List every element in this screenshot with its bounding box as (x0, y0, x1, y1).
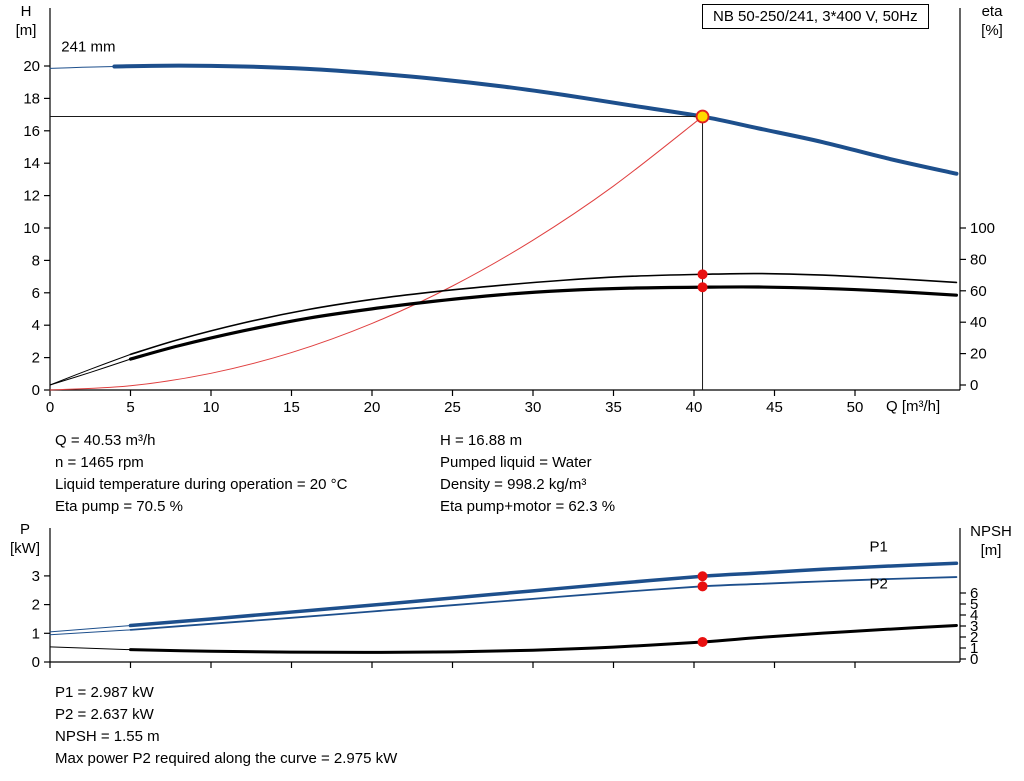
right-tick-label: 6 (970, 585, 978, 602)
left-tick-label: 0 (32, 382, 40, 399)
right-tick-label: 100 (970, 220, 995, 237)
power-npsh-chart-area: 0 1 2 3 0 1 2 3 4 5 6 P1 P2 P [kW] NPSH [m] (0, 520, 1024, 690)
npsh-curve (129, 623, 958, 654)
pump-designation-box: NB 50-250/241, 3*400 V, 50Hz (702, 4, 929, 29)
curve-annotation: 241 mm (61, 38, 115, 55)
right-tick-label: 0 (970, 377, 978, 394)
npsh-curve-leadin (49, 646, 131, 651)
result-line: Q = 40.53 m³/h (55, 432, 156, 449)
left-tick-label: 0 (32, 654, 40, 671)
result-line: n = 1465 rpm (55, 454, 144, 471)
right-tick-label: 80 (970, 251, 987, 268)
left-tick-label: 3 (32, 568, 40, 585)
right-tick-label: 4 (970, 607, 978, 624)
p1-curve-leadin (49, 625, 131, 633)
result-line: Density = 998.2 kg/m³ (440, 476, 587, 493)
duty-point-dot (697, 581, 708, 592)
left-tick-label: 8 (32, 252, 40, 269)
left-tick-label: 1 (32, 625, 40, 642)
result-line: H = 16.88 m (440, 432, 523, 449)
q-axis-label: Q [m³/h] (886, 398, 941, 415)
eta-pump-motor-leadin (49, 358, 131, 386)
eta-pump-motor-curve (128, 285, 959, 361)
result-text-bottom: P1 = 2.987 kW P2 = 2.637 kW NPSH = 1.55 m M… (55, 682, 397, 770)
result-line: NPSH = 1.55 m (55, 728, 160, 745)
result-line: Liquid temperature during operation = 20… (55, 476, 348, 493)
right-tick-label: 5 (970, 596, 978, 613)
result-line: Max power P2 required along the curve = … (55, 750, 398, 767)
left-tick-label: 10 (23, 220, 40, 237)
right-tick-label: 60 (970, 283, 987, 300)
duty-point-dot (697, 269, 708, 280)
x-tick-label: 35 (605, 399, 622, 416)
right-tick-label: 1 (970, 640, 978, 657)
x-tick-label: 15 (283, 399, 300, 416)
right-tick-label: 40 (970, 314, 987, 331)
p-axis-label: P [kW] (10, 521, 40, 557)
left-tick-label: 16 (23, 123, 40, 140)
left-tick-label: 20 (23, 58, 40, 75)
left-tick-label: 4 (32, 317, 40, 334)
left-tick-label: 6 (32, 285, 40, 302)
result-line: Eta pump+motor = 62.3 % (440, 498, 616, 515)
head-curve-leadin (49, 65, 115, 69)
p1-curve (128, 561, 959, 628)
right-tick-label: 20 (970, 346, 987, 363)
p2-curve-leadin (49, 629, 131, 636)
x-tick-label: 10 (203, 399, 220, 416)
x-tick-label: 40 (686, 399, 703, 416)
p2-curve (129, 576, 958, 631)
right-tick-label: 0 (970, 651, 978, 668)
x-tick-label: 5 (126, 399, 134, 416)
right-tick-label: 2 (970, 629, 978, 646)
x-tick-label: 50 (847, 399, 864, 416)
curve-annotation: P2 (869, 576, 887, 593)
left-tick-label: 2 (32, 350, 40, 367)
duty-point-dot (697, 282, 708, 293)
duty-point-dot (697, 571, 708, 582)
h-axis-label: H [m] (15, 3, 37, 39)
head-curve (112, 63, 959, 176)
left-tick-label: 14 (23, 155, 40, 172)
left-tick-label: 2 (32, 597, 40, 614)
eta-pump-curve (129, 272, 958, 356)
operating-point-marker (695, 109, 710, 124)
right-tick-label: 3 (970, 618, 978, 635)
x-tick-label: 25 (444, 399, 461, 416)
x-tick-label: 30 (525, 399, 542, 416)
x-tick-label: 0 (46, 399, 54, 416)
duty-point-dot (697, 636, 708, 647)
curve-annotation: P1 (869, 539, 887, 556)
left-tick-label: 12 (23, 188, 40, 205)
npsh-axis-label: NPSH [m] (970, 523, 1012, 559)
result-line: Eta pump = 70.5 % (55, 498, 183, 515)
result-line: P1 = 2.987 kW (55, 684, 154, 701)
left-tick-label: 18 (23, 90, 40, 107)
system-curve (49, 116, 704, 391)
x-tick-label: 20 (364, 399, 381, 416)
hq-chart-area: 0 5 10 15 20 25 30 35 40 45 50 0 2 4 6 8 10 12 14 16 18 20 0 20… (15, 3, 1003, 416)
eta-axis-label: eta [%] (981, 3, 1003, 39)
eta-pump-leadin (49, 353, 131, 386)
result-line: P2 = 2.637 kW (55, 706, 154, 723)
result-text-left-column: Q = 40.53 m³/h n = 1465 rpm Liquid tempera… (55, 430, 347, 518)
hq-chart-canvas: 0 5 10 15 20 25 30 35 40 45 50 0 2 4 6 8 10 12 14 16 18 20 0 20… (23, 8, 995, 416)
result-text-right-column: H = 16.88 m Pumped liquid = Water Density … (440, 430, 615, 518)
result-line: Pumped liquid = Water (440, 454, 592, 471)
x-tick-label: 45 (766, 399, 783, 416)
